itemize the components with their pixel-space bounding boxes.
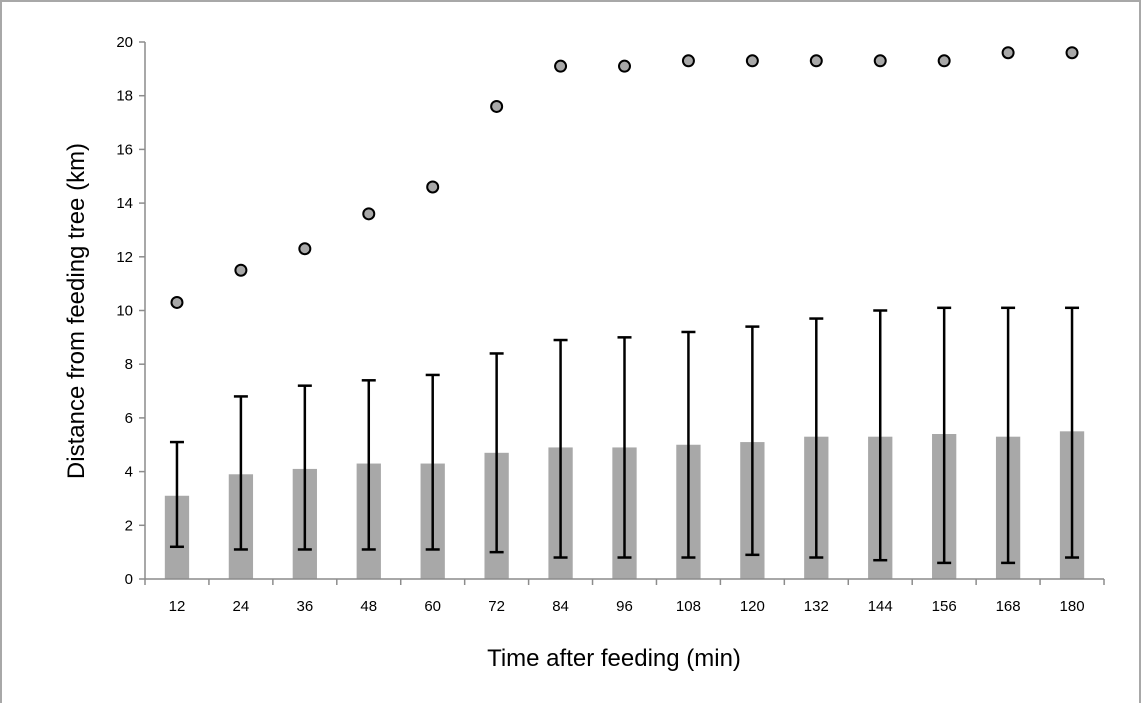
error-bar (617, 336, 632, 559)
x-tick-label: 36 (296, 598, 313, 615)
x-tick-label: 168 (996, 598, 1021, 615)
y-ticks: 0 2 4 6 8 10 12 14 16 18 20 (116, 34, 145, 588)
error-bar (809, 317, 824, 559)
x-tick-label: 108 (676, 598, 701, 615)
scatter-point (490, 99, 504, 113)
error-bar (937, 306, 952, 565)
scatter-point (170, 295, 184, 309)
y-tick-label: 14 (116, 195, 133, 212)
x-tick-label: 60 (424, 598, 441, 615)
error-bar (553, 338, 568, 559)
error-bar (489, 352, 504, 554)
x-tick-label: 96 (616, 598, 633, 615)
y-tick-label: 0 (125, 571, 133, 588)
error-bar (1001, 306, 1016, 565)
x-ticks: 12 24 36 48 60 72 84 96 108 120 132 144 156 168 180 (144, 579, 1105, 615)
error-bar (425, 373, 440, 551)
scatter-point (873, 54, 887, 68)
error-bar (297, 384, 312, 551)
x-tick-label: 72 (488, 598, 505, 615)
error-bar (745, 325, 760, 557)
y-tick-label: 4 (125, 464, 133, 481)
x-tick-label: 24 (233, 598, 250, 615)
error-bar (361, 379, 376, 551)
y-tick-label: 18 (116, 88, 133, 105)
scatter-point (426, 180, 440, 194)
x-tick-label: 144 (868, 598, 893, 615)
error-bar (681, 330, 696, 559)
y-tick-label: 10 (116, 303, 133, 320)
y-tick-label: 16 (116, 141, 133, 158)
scatter-series (170, 46, 1079, 309)
y-tick-label: 8 (125, 356, 133, 373)
scatter-point (362, 207, 376, 221)
scatter-point (745, 54, 759, 68)
x-axis-title: Time after feeding (min) (487, 645, 741, 672)
x-tick-label: 156 (932, 598, 957, 615)
error-bar (233, 395, 248, 551)
x-tick-label: 48 (360, 598, 377, 615)
scatter-point (234, 263, 248, 277)
scatter-point (1001, 46, 1015, 60)
x-tick-label: 84 (552, 598, 569, 615)
x-tick-label: 180 (1060, 598, 1085, 615)
scatter-point (1065, 46, 1079, 60)
y-axis-title: Distance from feeding tree (km) (63, 143, 90, 479)
y-tick-label: 6 (125, 410, 133, 427)
y-tick-label: 20 (116, 34, 133, 51)
error-bar (169, 440, 184, 549)
scatter-point (681, 54, 695, 68)
scatter-point (809, 54, 823, 68)
x-tick-label: 120 (740, 598, 765, 615)
error-bar (873, 309, 888, 562)
error-bar (1065, 306, 1080, 559)
scatter-point (298, 242, 312, 256)
y-tick-label: 2 (125, 517, 133, 534)
scatter-point (618, 59, 631, 73)
scatter-point (937, 54, 951, 68)
scatter-point (554, 59, 568, 73)
y-tick-label: 12 (116, 249, 133, 266)
x-tick-label: 132 (804, 598, 829, 615)
error-bar-series (169, 306, 1080, 565)
x-tick-label: 12 (169, 598, 186, 615)
